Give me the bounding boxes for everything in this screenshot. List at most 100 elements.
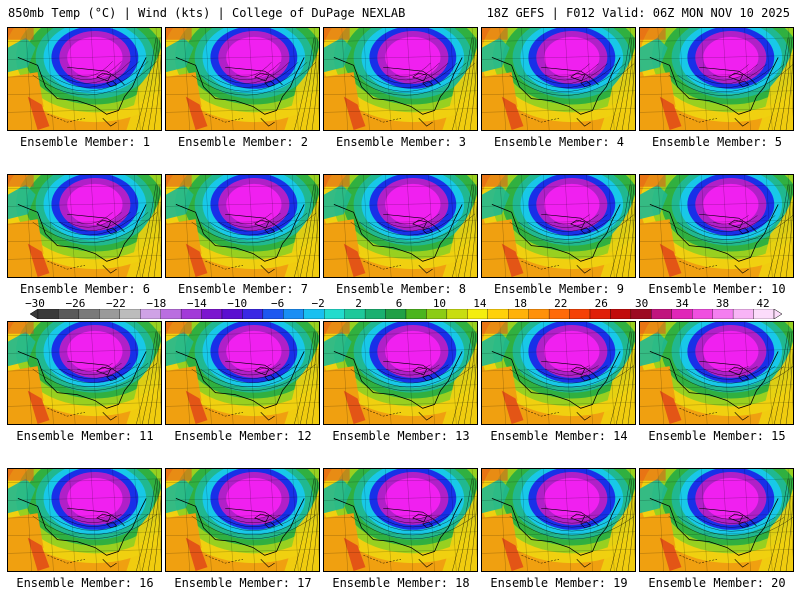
colorbar-right-arrow	[773, 309, 782, 319]
colorbar-tick-label: −10	[227, 297, 248, 310]
colorbar-tick-label: 6	[395, 297, 403, 310]
colorbar-segment	[58, 309, 80, 319]
colorbar-tick-label: −6	[271, 297, 285, 310]
ensemble-map-panel	[481, 174, 636, 278]
ensemble-map-panel	[165, 27, 320, 131]
colorbar-segment	[548, 309, 570, 319]
colorbar-tick-label: −26	[65, 297, 86, 310]
colorbar-tick-label: 2	[355, 297, 362, 310]
ensemble-map-panel	[639, 27, 794, 131]
colorbar-tick-label: 34	[675, 297, 689, 310]
colorbar-tick-label: 10	[432, 297, 447, 310]
colorbar-segment	[426, 309, 448, 319]
ensemble-map-panel	[323, 321, 478, 425]
ensemble-map-panel	[323, 468, 478, 572]
ensemble-member-label: Ensemble Member: 15	[648, 429, 786, 443]
colorbar-segment	[242, 309, 264, 319]
colorbar-segment	[303, 309, 325, 319]
ensemble-map-panel	[639, 321, 794, 425]
ensemble-map-panel	[7, 321, 162, 425]
ensemble-member-label: Ensemble Member: 4	[493, 135, 625, 149]
colorbar-tick-label: −2	[311, 297, 325, 310]
colorbar-segment	[671, 309, 693, 319]
header-title: 850mb Temp (°C) | Wind (kts) | College o…	[8, 6, 406, 20]
colorbar-segment	[487, 309, 509, 319]
colorbar-segment	[262, 309, 284, 319]
colorbar-segment	[753, 309, 775, 319]
colorbar-segment	[589, 309, 611, 319]
ensemble-map-panel	[7, 174, 162, 278]
ensemble-map-panel	[165, 174, 320, 278]
colorbar-tick-label: 22	[554, 297, 568, 310]
colorbar-tick-label: 18	[513, 297, 527, 310]
colorbar-tick-label: 42	[756, 297, 770, 310]
ensemble-map-panel	[639, 468, 794, 572]
colorbar-segment	[119, 309, 141, 319]
colorbar-segment	[569, 309, 591, 319]
ensemble-member-label: Ensemble Member: 2	[177, 135, 309, 149]
colorbar-segment	[160, 309, 182, 319]
ensemble-map-panel	[323, 27, 478, 131]
colorbar-tick-label: 26	[594, 297, 608, 310]
colorbar-segment	[467, 309, 488, 319]
ensemble-member-label: Ensemble Member: 12	[174, 429, 312, 443]
colorbar-segment	[508, 309, 529, 319]
ensemble-member-label: Ensemble Member: 19	[490, 576, 628, 590]
ensemble-member-label: Ensemble Member: 6	[19, 282, 151, 296]
colorbar-tick-label: −14	[186, 297, 207, 310]
ensemble-map-panel	[481, 321, 636, 425]
colorbar-tick-label: 30	[635, 297, 649, 310]
colorbar-segment	[283, 309, 304, 319]
colorbar-segment	[405, 309, 427, 319]
colorbar-segment	[446, 309, 468, 319]
ensemble-member-label: Ensemble Member: 18	[332, 576, 470, 590]
colorbar-segment	[385, 309, 407, 319]
ensemble-map-panel	[481, 27, 636, 131]
colorbar-segment	[344, 309, 366, 319]
ensemble-member-label: Ensemble Member: 13	[332, 429, 470, 443]
colorbar-tick-label: −18	[146, 297, 167, 310]
colorbar-segment	[610, 309, 632, 319]
colorbar-left-arrow	[30, 309, 39, 319]
ensemble-map-panel	[639, 174, 794, 278]
ensemble-map-panel	[165, 468, 320, 572]
colorbar-segment	[37, 309, 59, 319]
colorbar-tick-label: 38	[715, 297, 730, 310]
colorbar-segment	[99, 309, 120, 319]
ensemble-member-label: Ensemble Member: 8	[335, 282, 467, 296]
ensemble-map-panel	[323, 174, 478, 278]
ensemble-member-label: Ensemble Member: 5	[651, 135, 783, 149]
temperature-colorbar	[30, 309, 782, 319]
ensemble-member-label: Ensemble Member: 17	[174, 576, 312, 590]
ensemble-map-panel	[481, 468, 636, 572]
colorbar-segment	[692, 309, 713, 319]
ensemble-member-label: Ensemble Member: 7	[177, 282, 309, 296]
ensemble-member-label: Ensemble Member: 1	[19, 135, 151, 149]
colorbar-segment	[732, 309, 754, 319]
colorbar-segment	[78, 309, 100, 319]
ensemble-map-panel	[165, 321, 320, 425]
ensemble-map-panel	[7, 468, 162, 572]
header-run-info: 18Z GEFS | F012 Valid: 06Z MON NOV 10 20…	[486, 6, 790, 20]
colorbar-segment	[180, 309, 202, 319]
colorbar-tick-label: 14	[473, 297, 487, 310]
colorbar-segment	[364, 309, 386, 319]
ensemble-member-label: Ensemble Member: 11	[16, 429, 154, 443]
colorbar-segment	[324, 309, 345, 319]
colorbar-segment	[528, 309, 550, 319]
ensemble-member-label: Ensemble Member: 9	[493, 282, 625, 296]
ensemble-map-panel	[7, 27, 162, 131]
colorbar-segment	[712, 309, 734, 319]
colorbar-segment	[651, 309, 672, 319]
colorbar-segment	[140, 309, 161, 319]
ensemble-member-label: Ensemble Member: 3	[335, 135, 467, 149]
colorbar-tick-label: −22	[105, 297, 126, 310]
ensemble-member-label: Ensemble Member: 14	[490, 429, 628, 443]
colorbar-segment	[221, 309, 243, 319]
ensemble-member-label: Ensemble Member: 16	[16, 576, 154, 590]
colorbar-tick-label: −30	[25, 297, 45, 310]
ensemble-member-label: Ensemble Member: 10	[648, 282, 786, 296]
ensemble-member-label: Ensemble Member: 20	[648, 576, 786, 590]
colorbar-segment	[201, 309, 223, 319]
colorbar-segment	[630, 309, 652, 319]
